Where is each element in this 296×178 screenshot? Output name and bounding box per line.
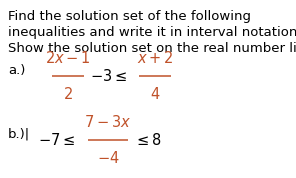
Text: $4$: $4$ bbox=[150, 86, 160, 102]
Text: $2$: $2$ bbox=[63, 86, 73, 102]
Text: $- 3 \leq$: $- 3 \leq$ bbox=[90, 68, 127, 84]
Text: $-4$: $-4$ bbox=[97, 150, 119, 166]
Text: inequalities and write it in interval notation.: inequalities and write it in interval no… bbox=[8, 26, 296, 39]
Text: b.)|: b.)| bbox=[8, 128, 30, 141]
Text: Find the solution set of the following: Find the solution set of the following bbox=[8, 10, 251, 23]
Text: $x+2$: $x+2$ bbox=[136, 50, 173, 66]
Text: $-7 \leq$: $-7 \leq$ bbox=[38, 132, 75, 148]
Text: $\leq 8$: $\leq 8$ bbox=[134, 132, 162, 148]
Text: Show the solution set on the real number line.: Show the solution set on the real number… bbox=[8, 42, 296, 55]
Text: $2x-1$: $2x-1$ bbox=[45, 50, 91, 66]
Text: a.): a.) bbox=[8, 64, 25, 77]
Text: $7-3x$: $7-3x$ bbox=[84, 114, 132, 130]
